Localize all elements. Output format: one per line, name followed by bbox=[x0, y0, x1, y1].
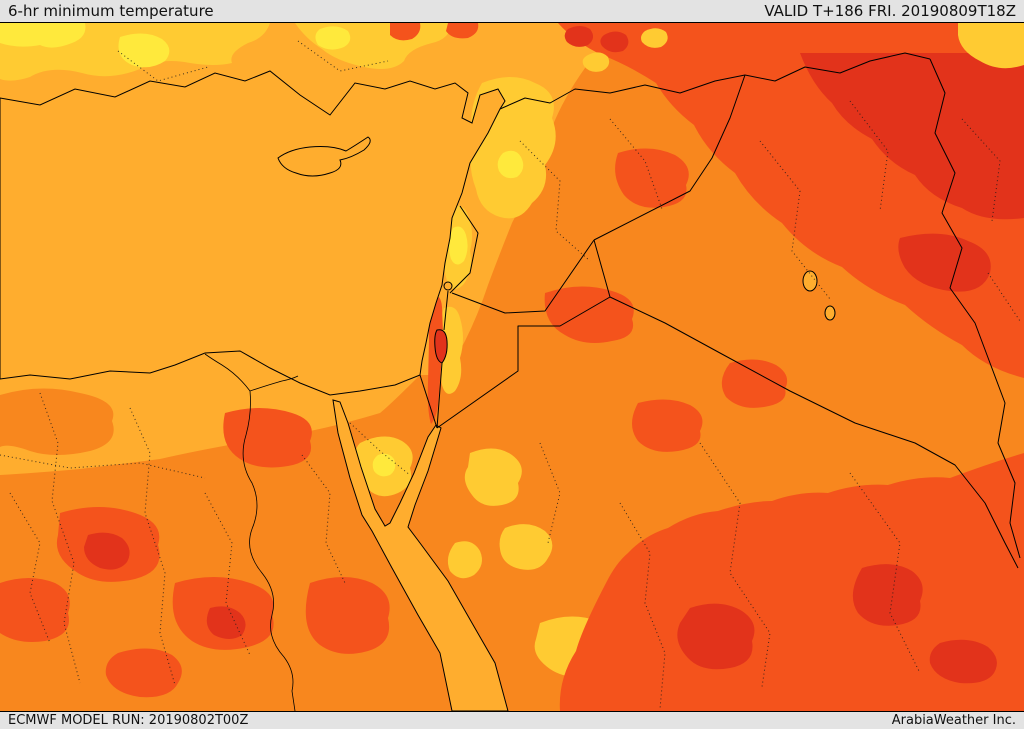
border-jordan-rift bbox=[436, 290, 449, 429]
map-container bbox=[0, 23, 1024, 711]
attribution-label: ArabiaWeather Inc. bbox=[891, 713, 1016, 728]
border-turkey bbox=[499, 52, 931, 110]
mediterranean-sea bbox=[0, 70, 506, 396]
map-title: 6-hr minimum temperature bbox=[8, 2, 214, 20]
cool-spots-overlay bbox=[582, 23, 1024, 72]
footer-bar: ECMWF MODEL RUN: 20190802T00Z ArabiaWeat… bbox=[0, 711, 1024, 729]
temp-patch-orange-egypt bbox=[0, 388, 114, 455]
nile-river bbox=[204, 353, 299, 711]
header-bar: 6-hr minimum temperature VALID T+186 FRI… bbox=[0, 0, 1024, 23]
border-syria-iraq bbox=[593, 74, 746, 241]
iraq-lakes bbox=[802, 270, 836, 321]
red-sea bbox=[332, 399, 509, 711]
country-borders bbox=[419, 52, 1021, 569]
cyprus-island bbox=[277, 136, 371, 177]
admin-borders-dotted bbox=[0, 40, 1021, 710]
valid-time-label: VALID T+186 FRI. 20190809T18Z bbox=[764, 2, 1016, 20]
border-lebanon bbox=[449, 205, 479, 294]
temp-band-bright-yellow bbox=[0, 23, 524, 477]
border-iran bbox=[929, 58, 1021, 559]
border-iraq-saudi bbox=[593, 239, 1019, 569]
temp-band-red bbox=[84, 26, 1024, 684]
sea-of-galilee bbox=[443, 281, 453, 291]
model-run-label: ECMWF MODEL RUN: 20190802T00Z bbox=[8, 713, 249, 728]
border-israel-egypt bbox=[419, 374, 438, 429]
weather-map bbox=[0, 23, 1024, 711]
border-syria-jordan bbox=[451, 239, 595, 314]
border-jordan-saudi bbox=[436, 296, 611, 429]
